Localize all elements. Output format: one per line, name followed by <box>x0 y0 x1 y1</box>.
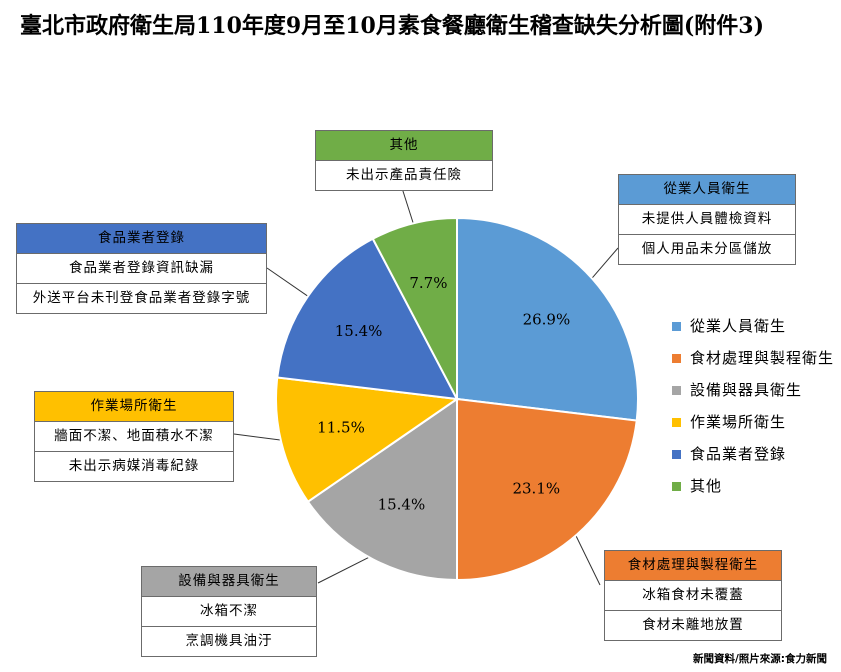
data-label-workplace: 11.5% <box>317 419 365 437</box>
callout-workplace-item-2: 未出示病媒消毒紀錄 <box>68 458 200 474</box>
legend-label: 其他 <box>690 477 723 495</box>
callout-equipment-item-1: 冰箱不潔 <box>142 597 316 627</box>
leader-line-food-processing <box>572 529 601 586</box>
legend-swatch <box>672 481 681 491</box>
legend-item-workplace: 作業場所衛生 <box>672 406 834 438</box>
callout-food-processing-item-2: 食材未離地放置 <box>642 617 744 633</box>
legend-item-equipment: 設備與器具衛生 <box>672 374 834 406</box>
legend-swatch <box>672 385 681 395</box>
legend-swatch <box>672 321 681 331</box>
source-note: 新聞資料/照片來源:食力新聞 <box>692 653 827 665</box>
callout-staff-hygiene: 從業人員衛生 未提供人員體檢資料 個人用品未分區儲放 <box>618 174 796 265</box>
legend-swatch <box>672 417 681 427</box>
callout-registration: 食品業者登錄 食品業者登錄資訊缺漏 外送平台未刊登食品業者登錄字號 <box>16 223 267 314</box>
leader-lines <box>233 187 619 586</box>
pie-slices <box>275 216 639 582</box>
callout-other-item-1: 未出示產品責任險 <box>346 167 462 183</box>
leader-line-other <box>401 187 416 230</box>
callout-staff-hygiene-item-2: 個人用品未分區儲放 <box>641 241 773 257</box>
callout-workplace-item-1: 牆面不潔、地面積水不潔 <box>35 422 233 452</box>
callout-registration-item-1: 食品業者登錄資訊缺漏 <box>17 254 266 284</box>
callout-equipment: 設備與器具衛生 冰箱不潔 烹調機具油汙 <box>141 566 317 657</box>
legend-item-food-processing: 食材處理與製程衛生 <box>672 342 834 374</box>
legend-label: 食材處理與製程衛生 <box>690 349 835 367</box>
callout-food-processing: 食材處理與製程衛生 冰箱食材未覆蓋 食材未離地放置 <box>604 550 782 641</box>
legend: 從業人員衛生 食材處理與製程衛生 設備與器具衛生 作業場所衛生 食品業者登錄 其… <box>672 310 834 502</box>
legend-label: 食品業者登錄 <box>690 445 787 463</box>
callout-registration-title: 食品業者登錄 <box>17 224 266 254</box>
data-label-other: 7.7% <box>409 274 447 292</box>
callout-other: 其他 未出示產品責任險 <box>315 130 493 191</box>
slice-labels: 26.9% 23.1% 15.4% 11.5% 15.4% 7.7% <box>317 274 570 514</box>
legend-label: 作業場所衛生 <box>690 413 787 431</box>
legend-label: 設備與器具衛生 <box>690 381 803 399</box>
legend-swatch <box>672 449 681 459</box>
legend-swatch <box>672 353 681 363</box>
callout-workplace-title: 作業場所衛生 <box>35 392 233 422</box>
pie-slice-workplace <box>275 376 460 504</box>
leader-line-workplace <box>233 433 288 442</box>
leader-line-staff-hygiene <box>587 247 619 284</box>
data-label-staff-hygiene: 26.9% <box>523 311 571 329</box>
pie-slice-equipment <box>306 397 458 582</box>
callout-food-processing-title: 食材處理與製程衛生 <box>605 551 781 581</box>
legend-item-staff-hygiene: 從業人員衛生 <box>672 310 834 342</box>
page-title: 臺北市政府衛生局110年度9月至10月素食餐廳衛生稽查缺失分析圖(附件3) <box>20 13 764 39</box>
callout-equipment-title: 設備與器具衛生 <box>142 567 316 597</box>
pie-slice-staff-hygiene <box>456 216 639 422</box>
legend-label: 從業人員衛生 <box>690 317 787 335</box>
callout-staff-hygiene-item-1: 未提供人員體檢資料 <box>619 205 795 235</box>
legend-item-registration: 食品業者登錄 <box>672 438 834 470</box>
pie-slice-food-processing <box>456 397 638 582</box>
legend-item-other: 其他 <box>672 470 834 502</box>
callout-other-title: 其他 <box>316 131 492 161</box>
pie-slice-registration <box>276 237 459 401</box>
data-label-registration: 15.4% <box>335 322 383 340</box>
callout-workplace: 作業場所衛生 牆面不潔、地面積水不潔 未出示病媒消毒紀錄 <box>34 391 234 482</box>
callout-staff-hygiene-title: 從業人員衛生 <box>619 175 795 205</box>
data-label-equipment: 15.4% <box>378 496 426 514</box>
leader-line-registration <box>266 267 314 301</box>
pie-slice-other <box>371 216 458 400</box>
leader-line-equipment <box>317 553 376 584</box>
callout-registration-item-2: 外送平台未刊登食品業者登錄字號 <box>32 290 251 306</box>
data-label-food-processing: 23.1% <box>512 479 560 497</box>
callout-equipment-item-2: 烹調機具油汙 <box>185 633 273 649</box>
callout-food-processing-item-1: 冰箱食材未覆蓋 <box>605 581 781 611</box>
